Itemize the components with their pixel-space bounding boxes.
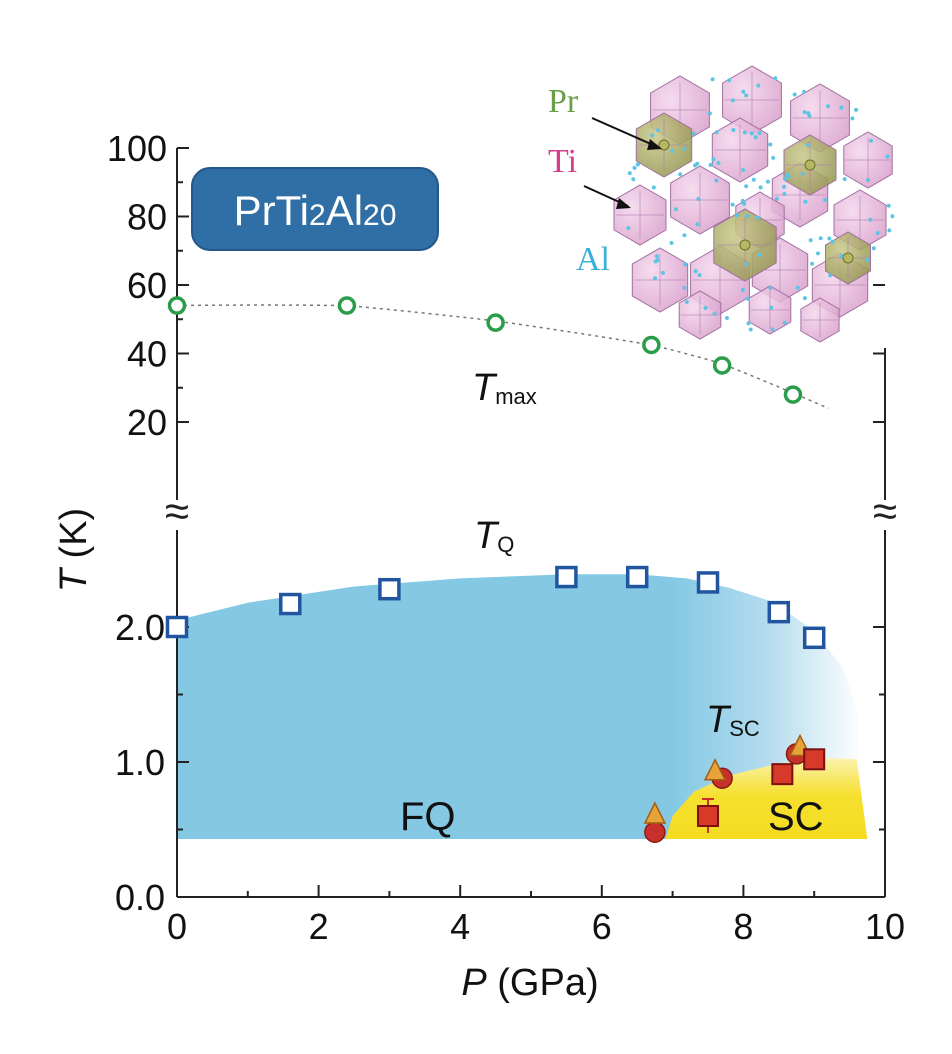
y-tick-label-upper: 40: [127, 334, 167, 375]
axis-break-left: ≈: [165, 487, 189, 536]
tq-point: [625, 565, 649, 589]
tsc-square-point: [771, 763, 794, 786]
x-tick-label: 10: [865, 906, 905, 947]
tmax-point: [167, 296, 187, 315]
tsc-label: TSC: [706, 699, 760, 741]
pr-polyhedron: [713, 208, 777, 282]
tq-point: [165, 615, 189, 639]
ti-polyhedron: [800, 297, 840, 343]
tq-point: [767, 600, 791, 624]
tmax-point: [486, 313, 505, 332]
tq-point: [378, 577, 401, 601]
axis-break-right: ≈: [873, 487, 897, 536]
y-tick-label-lower: 2.0: [115, 607, 165, 648]
y-tick-label-lower: 0.0: [115, 877, 165, 918]
axes: ≈ ≈0 2 4 6 8 10 20 40 60 80 100 0.0 1.0 2.0: [107, 128, 905, 947]
sc-region-label: SC: [768, 795, 824, 839]
pr-pointer-arrowhead: [647, 139, 662, 150]
tq-point: [696, 571, 720, 594]
crystal-label-al: Al: [576, 241, 610, 278]
crystal-structure-image: [613, 65, 895, 343]
tmax-point: [337, 296, 357, 315]
y-tick-label-upper: 100: [107, 128, 167, 169]
pr-polyhedron: [635, 112, 693, 178]
crystal-labels: Pr Ti Al: [548, 83, 662, 278]
x-axis-title: P (GPa): [461, 962, 598, 1004]
ti-polyhedron: [843, 131, 893, 189]
tmax-point: [642, 335, 661, 355]
tsc-circle-point: [644, 821, 666, 843]
fq-region: [177, 574, 864, 839]
y-tick-label-upper: 80: [127, 197, 167, 238]
y-tick-label-upper: 20: [127, 402, 167, 443]
ti-polyhedron: [613, 184, 667, 246]
tmax-point: [783, 385, 803, 404]
tq-label: TQ: [474, 515, 514, 557]
al-atoms: [626, 76, 895, 332]
x-tick-label: 8: [733, 906, 753, 947]
tq-point: [279, 592, 302, 616]
tmax-series: [167, 296, 829, 409]
tmax-point: [712, 356, 732, 375]
tsc-series: [643, 733, 826, 843]
ti-polyhedron: [631, 247, 689, 313]
fq-region-label: FQ: [400, 795, 456, 839]
ti-pointer-arrowhead: [616, 198, 631, 209]
tsc-square-point: [803, 748, 826, 771]
tq-point: [555, 565, 578, 589]
crystal-label-pr: Pr: [548, 83, 579, 120]
tsc-triangle-point: [643, 801, 667, 824]
x-tick-label: 0: [167, 906, 187, 947]
tsc-square-point: [697, 805, 719, 827]
tmax-label: Tmax: [472, 367, 537, 409]
y-tick-label-upper: 60: [127, 265, 167, 306]
pr-polyhedron: [783, 134, 837, 196]
compound-badge: PrTi2Al20: [191, 167, 439, 251]
y-axis-title: T (K): [53, 508, 95, 592]
tsc-triangle-point: [703, 758, 727, 781]
ti-polyhedron: [711, 117, 769, 183]
compound-formula: PrTi2Al20: [234, 187, 397, 234]
pr-polyhedron: [825, 231, 871, 285]
chart-labels: Tmax TQ TSC FQ SC P (GPa) T (K): [53, 367, 824, 1004]
y-tick-label-lower: 1.0: [115, 742, 165, 783]
x-tick-label: 6: [592, 906, 612, 947]
tq-point: [802, 626, 826, 650]
ti-polyhedron: [678, 290, 722, 340]
tq-series: [165, 565, 826, 650]
x-tick-label: 2: [309, 906, 329, 947]
pr-pointer-arrow: [591, 117, 661, 149]
crystal-label-ti: Ti: [548, 143, 577, 180]
x-tick-label: 4: [450, 906, 470, 947]
